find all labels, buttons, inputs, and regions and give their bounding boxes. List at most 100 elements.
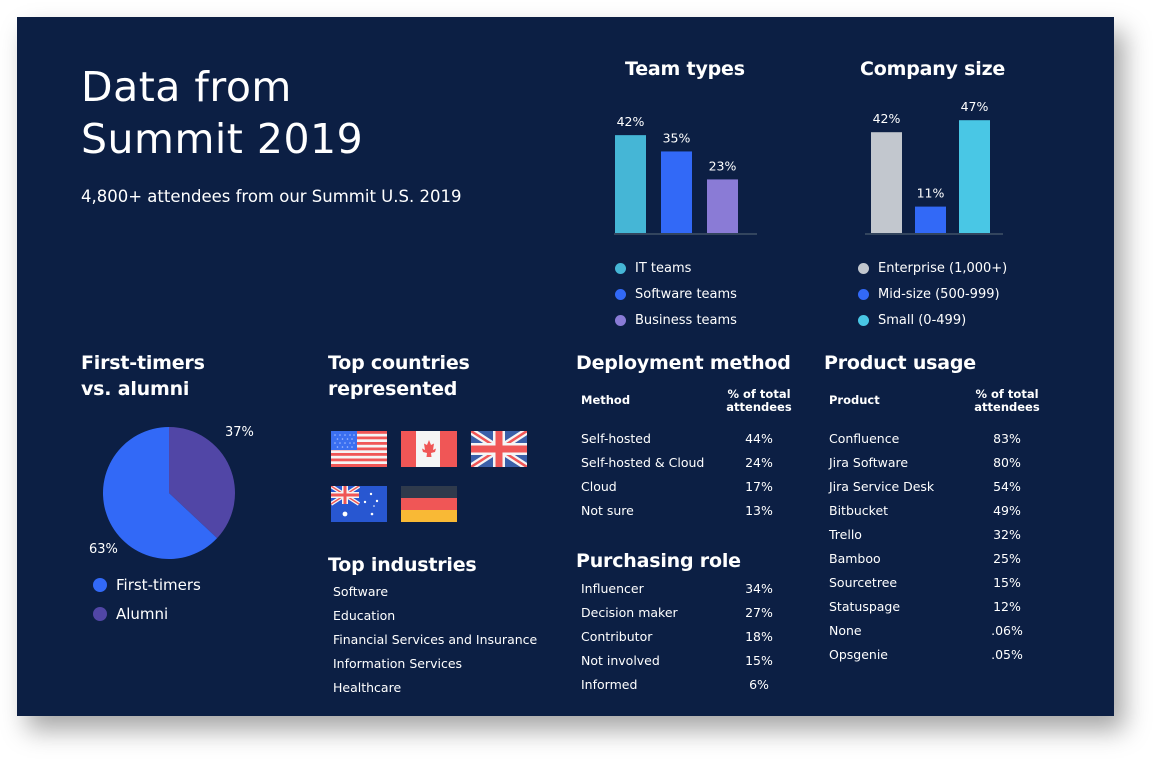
row-label: Bamboo bbox=[829, 550, 881, 566]
industry-item: Information Services bbox=[333, 656, 463, 671]
small-dot-icon bbox=[858, 314, 869, 326]
table-row: Sourcetree 15% bbox=[829, 570, 1045, 594]
row-label: Self-hosted & Cloud bbox=[581, 454, 705, 470]
row-value: 54% bbox=[993, 478, 1021, 494]
row-value: 32% bbox=[993, 526, 1021, 542]
company-size-legend: Enterprise (1,000+) Mid-size (500-999) S… bbox=[858, 255, 1007, 333]
column-header-line-1: % of total bbox=[727, 387, 791, 401]
table-row: Not sure 13% bbox=[581, 498, 797, 522]
row-value: .05% bbox=[991, 646, 1023, 662]
bar-value-label: 47% bbox=[961, 99, 989, 114]
industry-item: Financial Services and Insurance bbox=[333, 632, 538, 647]
countries-title-line-2: represented bbox=[328, 378, 458, 400]
australia-flag-icon bbox=[331, 486, 387, 522]
legend-label: Enterprise (1,000+) bbox=[878, 260, 1008, 276]
legend-item-first-timers: First-timers bbox=[93, 570, 201, 599]
title-line-1: Data from bbox=[81, 63, 292, 111]
row-label: Bitbucket bbox=[829, 502, 889, 518]
product-usage-title: Product usage bbox=[824, 352, 976, 374]
row-label: Contributor bbox=[581, 628, 653, 644]
bar-it-teams bbox=[615, 135, 646, 233]
row-value: 27% bbox=[745, 604, 773, 620]
bar-value-label: 42% bbox=[873, 111, 901, 126]
row-value: 17% bbox=[745, 478, 773, 494]
germany-flag-icon bbox=[401, 486, 457, 522]
bar-value-label: 23% bbox=[709, 158, 737, 173]
team-types-chart: 42% 35% 23% bbox=[614, 114, 757, 235]
bar-business-teams bbox=[707, 179, 738, 233]
row-label: Jira Service Desk bbox=[829, 478, 935, 494]
bar-value-label: 11% bbox=[917, 186, 945, 201]
first-timers-value-label: 63% bbox=[89, 542, 118, 557]
row-label: Statuspage bbox=[829, 598, 901, 614]
row-label: Confluence bbox=[829, 430, 900, 446]
row-label: Not sure bbox=[581, 502, 634, 518]
bar-software-teams bbox=[661, 151, 692, 233]
alumni-value-label: 37% bbox=[225, 425, 254, 440]
table-row: Jira Service Desk 54% bbox=[829, 474, 1045, 498]
table-row: Opsgenie .05% bbox=[829, 642, 1045, 666]
industry-item: Software bbox=[333, 584, 389, 599]
row-label: Self-hosted bbox=[581, 430, 651, 446]
table-row: Cloud 17% bbox=[581, 474, 797, 498]
table-row: Self-hosted & Cloud 24% bbox=[581, 450, 797, 474]
table-row: Confluence 83% bbox=[829, 426, 1045, 450]
row-value: 13% bbox=[745, 502, 773, 518]
page-subtitle: 4,800+ attendees from our Summit U.S. 20… bbox=[81, 187, 462, 206]
row-value: .06% bbox=[991, 622, 1023, 638]
row-value: 15% bbox=[745, 652, 773, 668]
legend-label: First-timers bbox=[116, 575, 201, 594]
software-teams-dot-icon bbox=[615, 288, 626, 300]
product-usage-table-header: Product % of total attendees bbox=[829, 388, 1045, 414]
legend-item-mid-size: Mid-size (500-999) bbox=[858, 281, 1007, 307]
legend-label: Business teams bbox=[635, 312, 737, 328]
row-value: 6% bbox=[749, 676, 769, 692]
row-value: 80% bbox=[993, 454, 1021, 470]
table-row: Influencer 34% bbox=[581, 576, 797, 600]
first-timers-legend: First-timers Alumni bbox=[93, 570, 201, 628]
row-value: 24% bbox=[745, 454, 773, 470]
table-row: Contributor 18% bbox=[581, 624, 797, 648]
industry-item: Healthcare bbox=[333, 680, 402, 695]
deployment-title: Deployment method bbox=[576, 352, 791, 374]
mid-size-dot-icon bbox=[858, 288, 869, 300]
company-size-title: Company size bbox=[860, 58, 1006, 80]
legend-label: Small (0-499) bbox=[878, 312, 967, 328]
infographic-card: Data from Summit 2019 4,800+ attendees f… bbox=[17, 17, 1114, 716]
enterprise-dot-icon bbox=[858, 262, 869, 274]
canada-flag-icon bbox=[401, 431, 457, 467]
row-label: Cloud bbox=[581, 478, 617, 494]
column-header-line-2: attendees bbox=[974, 400, 1040, 414]
bar-mid-size-500-999 bbox=[915, 206, 946, 233]
legend-label: Software teams bbox=[635, 286, 737, 302]
industries-list: Software Education Financial Services an… bbox=[333, 580, 537, 700]
column-header-percent: % of total attendees bbox=[969, 388, 1045, 414]
it-teams-dot-icon bbox=[615, 262, 626, 274]
legend-item-alumni: Alumni bbox=[93, 599, 201, 628]
legend-label: IT teams bbox=[635, 260, 692, 276]
deployment-table-header: Method % of total attendees bbox=[581, 388, 797, 414]
row-value: 18% bbox=[745, 628, 773, 644]
table-row: Self-hosted 44% bbox=[581, 426, 797, 450]
alumni-dot-icon bbox=[93, 606, 107, 621]
legend-label: Alumni bbox=[116, 604, 169, 623]
row-value: 34% bbox=[745, 580, 773, 596]
table-row: Bamboo 25% bbox=[829, 546, 1045, 570]
column-header-line-2: attendees bbox=[726, 400, 792, 414]
table-row: Decision maker 27% bbox=[581, 600, 797, 624]
legend-item-enterprise: Enterprise (1,000+) bbox=[858, 255, 1007, 281]
bar-value-label: 35% bbox=[663, 130, 691, 145]
table-row: Not involved 15% bbox=[581, 648, 797, 672]
row-value: 12% bbox=[993, 598, 1021, 614]
pie-slice-alumni bbox=[169, 427, 235, 539]
table-row: Statuspage 12% bbox=[829, 594, 1045, 618]
first-timers-title: First-timers vs. alumni bbox=[81, 350, 205, 402]
row-label: Not involved bbox=[581, 652, 660, 668]
row-label: Opsgenie bbox=[829, 646, 888, 662]
row-label: Informed bbox=[581, 676, 638, 692]
countries-title-line-1: Top countries bbox=[328, 352, 470, 374]
row-value: 44% bbox=[745, 430, 773, 446]
bar-value-label: 42% bbox=[617, 114, 645, 129]
column-header-method: Method bbox=[581, 393, 631, 407]
row-label: Decision maker bbox=[581, 604, 678, 620]
